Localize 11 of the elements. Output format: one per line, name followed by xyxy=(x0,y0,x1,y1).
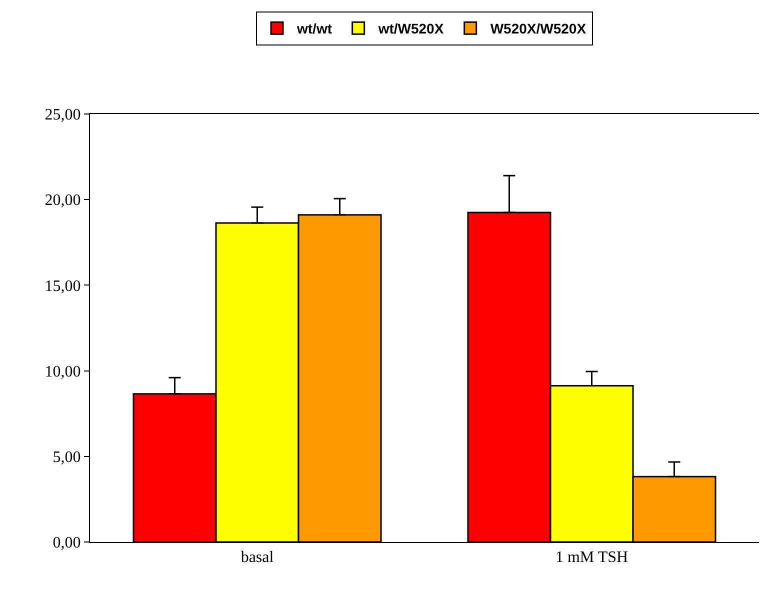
legend-label: wt/W520X xyxy=(377,20,444,37)
legend-label: W520X/W520X xyxy=(490,20,587,37)
y-tick-label: 10,00 xyxy=(44,363,81,380)
x-tick-label: basal xyxy=(240,549,274,566)
legend-label: wt/wt xyxy=(296,20,332,37)
y-tick-label: 25,00 xyxy=(44,106,81,124)
y-tick-label: 5,00 xyxy=(52,449,81,466)
y-tick-label: 15,00 xyxy=(44,278,81,295)
y-tick-label: 20,00 xyxy=(44,192,81,210)
y-tick-label: 0,00 xyxy=(52,534,81,552)
x-tick-label: 1 mM TSH xyxy=(555,549,628,566)
